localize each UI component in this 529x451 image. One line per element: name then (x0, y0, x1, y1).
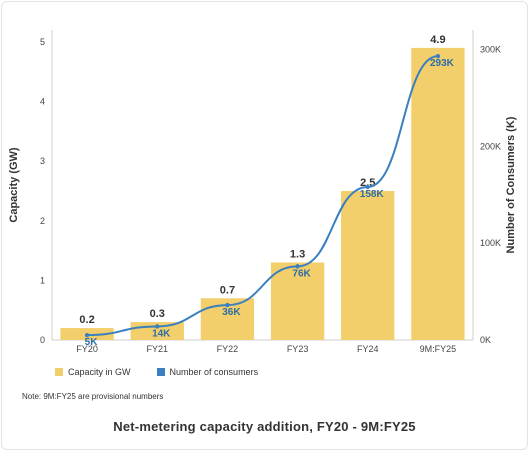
consumers-point (435, 53, 441, 59)
consumers-value-label: 36K (222, 307, 241, 318)
y-axis-title: Capacity (GW) (8, 147, 20, 223)
legend-swatch-consumers (156, 368, 165, 376)
consumers-value-label: 14K (152, 328, 171, 339)
legend-label-capacity: Capacity in GW (68, 367, 131, 377)
chart-title: Net-metering capacity addition, FY20 - 9… (113, 419, 416, 434)
y-tick-label: 2 (40, 216, 45, 226)
consumers-value-label: 293K (430, 58, 455, 69)
bar-value-label: 4.9 (430, 34, 445, 46)
consumers-value-label: 5K (85, 337, 99, 348)
y-tick-label: 1 (40, 275, 45, 285)
consumers-point (155, 324, 160, 329)
x-tick-label: FY24 (357, 344, 379, 354)
y2-axis-title: Number of Consumers (K) (505, 116, 517, 253)
legend-swatch-capacity (55, 368, 63, 376)
x-tick-label: FY22 (217, 344, 239, 354)
legend-item-capacity: Capacity in GW (55, 367, 131, 377)
y-tick-label: 0 (40, 335, 45, 345)
bar-value-label: 0.3 (150, 308, 165, 320)
y2-tick-label: 100K (480, 238, 501, 248)
x-tick-label: 9M:FY25 (420, 344, 457, 354)
consumers-point (365, 184, 370, 190)
legend-label-consumers: Number of consumers (169, 367, 259, 377)
x-tick-label: FY23 (287, 344, 309, 354)
bar (341, 190, 395, 340)
y-tick-label: 3 (40, 156, 45, 166)
consumers-point (225, 302, 230, 308)
consumers-point (84, 332, 90, 338)
chart-note: Note: 9M:FY25 are provisional numbers (22, 392, 164, 401)
x-tick-label: FY21 (146, 344, 168, 354)
y2-tick-label: 200K (480, 141, 501, 151)
bar-value-label: 0.7 (220, 284, 235, 296)
consumers-value-label: 158K (360, 189, 385, 200)
bar-value-label: 1.3 (290, 249, 305, 261)
consumers-point (295, 264, 300, 269)
bar-value-label: 0.2 (79, 314, 94, 326)
y2-tick-label: 0K (480, 335, 491, 345)
legend: Capacity in GW Number of consumers (55, 367, 258, 377)
combo-chart: 0 1 2 3 4 5 0K 100K 200K 300K Capacity (GW) Number … (8, 30, 517, 354)
legend-item-consumers: Number of consumers (156, 367, 259, 377)
y2-tick-label: 300K (480, 44, 501, 54)
x-tick-label: FY20 (76, 344, 98, 354)
consumers-value-label: 76K (292, 268, 311, 279)
bar (270, 262, 325, 340)
bar (411, 47, 465, 341)
y-tick-label: 5 (40, 37, 45, 47)
y-tick-label: 4 (40, 97, 45, 107)
